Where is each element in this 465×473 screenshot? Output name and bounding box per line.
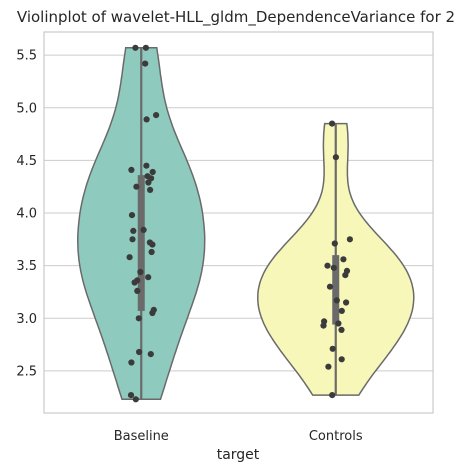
data-point <box>346 236 353 243</box>
data-point <box>330 264 337 271</box>
y-tick-label: 4.0 <box>16 207 37 222</box>
data-point <box>142 44 149 51</box>
data-point <box>340 256 347 263</box>
data-point <box>133 183 140 190</box>
y-tick-label: 4.5 <box>16 154 37 169</box>
data-point <box>143 116 150 123</box>
y-tick-label: 3.5 <box>16 259 37 274</box>
x-tick-labels: Baseline Controls <box>114 429 363 444</box>
data-point <box>129 236 136 243</box>
data-point <box>132 44 139 51</box>
data-point <box>325 363 332 370</box>
data-point <box>147 351 154 358</box>
data-point <box>324 262 331 269</box>
x-tick-label: Baseline <box>114 429 169 444</box>
data-point <box>128 359 135 366</box>
data-point <box>149 241 156 248</box>
data-point <box>145 179 152 186</box>
data-point <box>329 120 336 127</box>
data-point <box>333 297 340 304</box>
data-point <box>338 326 345 333</box>
violin-iqr-box <box>137 175 145 311</box>
y-tick-label: 2.5 <box>16 364 37 379</box>
x-axis-label: target <box>217 447 260 463</box>
data-point <box>126 254 133 261</box>
plot-area-frame <box>43 31 434 414</box>
data-point <box>128 212 136 219</box>
data-point <box>149 309 156 317</box>
chart-title: Violinplot of wavelet-HLL_gldm_Dependenc… <box>17 8 455 27</box>
data-point <box>329 345 336 352</box>
y-tick-labels: 2.5 3.0 3.5 4.0 4.5 5.0 5.5 <box>16 49 37 380</box>
data-point <box>127 392 135 399</box>
data-point <box>331 240 338 247</box>
data-point <box>142 60 149 67</box>
data-point <box>134 287 141 294</box>
data-point <box>149 168 156 176</box>
y-tick-label: 3.0 <box>16 312 37 327</box>
violin-group <box>77 44 206 403</box>
y-tick-label: 5.0 <box>16 101 37 116</box>
data-point <box>329 392 336 399</box>
data-point <box>131 279 138 286</box>
data-point <box>143 162 150 169</box>
data-point <box>128 166 135 173</box>
data-point <box>332 154 339 161</box>
data-point <box>335 320 342 327</box>
violins <box>77 44 415 403</box>
data-point <box>338 307 345 314</box>
data-point <box>136 348 143 356</box>
data-point <box>147 186 154 193</box>
data-point <box>338 356 345 363</box>
violin-group <box>257 120 415 399</box>
data-point <box>153 112 160 119</box>
x-tick-label: Controls <box>309 429 363 444</box>
data-point <box>342 272 349 279</box>
data-point <box>326 283 334 290</box>
data-point <box>130 227 137 234</box>
data-point <box>140 226 147 233</box>
violin-iqr-box <box>332 255 340 325</box>
data-point <box>343 299 350 306</box>
y-tick-label: 5.5 <box>16 49 37 64</box>
data-point <box>135 315 142 322</box>
data-point <box>148 248 155 256</box>
data-point <box>132 396 139 403</box>
data-point <box>320 322 327 329</box>
data-point <box>145 274 152 281</box>
data-point <box>137 268 144 276</box>
